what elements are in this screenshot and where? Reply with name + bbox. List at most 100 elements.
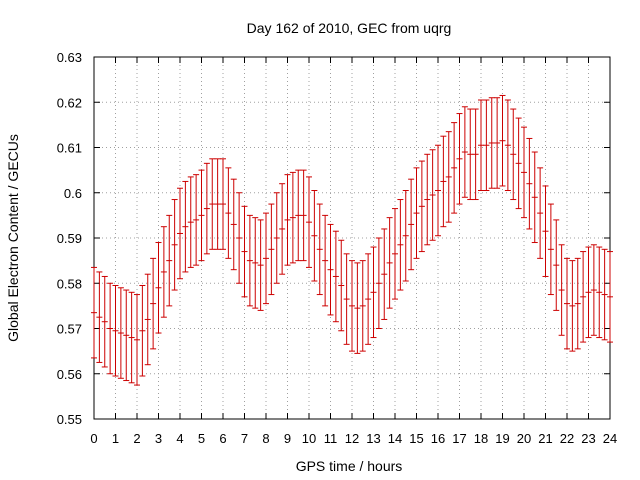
data-point — [96, 271, 103, 363]
data-point — [445, 131, 452, 223]
data-point — [553, 219, 560, 311]
y-tick-label: 0.56 — [57, 367, 82, 382]
data-point — [494, 97, 501, 189]
x-tick-label: 16 — [431, 431, 445, 446]
data-point — [397, 199, 404, 291]
x-tick-label: 11 — [324, 431, 338, 446]
x-tick-label: 0 — [90, 431, 97, 446]
y-tick-label: 0.63 — [57, 50, 82, 65]
data-point — [289, 171, 296, 264]
data-point — [542, 185, 549, 277]
y-tick-label: 0.58 — [57, 276, 82, 291]
data-point — [332, 230, 339, 323]
data-point — [451, 122, 458, 214]
data-point — [203, 162, 210, 255]
data-point — [558, 244, 565, 336]
data-point — [590, 244, 597, 336]
data-point — [230, 178, 237, 271]
data-point — [101, 275, 108, 368]
data-point — [483, 99, 490, 191]
data-point — [365, 253, 372, 345]
data-point — [273, 192, 280, 284]
data-point — [144, 273, 151, 366]
y-tick-label: 0.6 — [64, 186, 82, 201]
data-point — [311, 189, 318, 282]
data-point — [166, 214, 173, 307]
data-point — [531, 151, 538, 244]
data-point — [209, 158, 216, 250]
x-axis-label: GPS time / hours — [296, 458, 403, 474]
data-point — [177, 187, 183, 280]
x-tick-label: 12 — [345, 431, 359, 446]
data-point — [418, 160, 425, 253]
data-point — [220, 158, 226, 250]
data-point — [596, 246, 603, 339]
data-point — [257, 219, 264, 311]
data-point — [316, 203, 323, 296]
data-point — [112, 285, 119, 377]
x-tick-label: 20 — [517, 431, 531, 446]
y-tick-label: 0.57 — [57, 322, 82, 337]
data-point — [413, 167, 420, 259]
y-tick-label: 0.59 — [57, 231, 82, 246]
data-point — [160, 226, 167, 318]
data-point — [375, 237, 382, 329]
data-point — [472, 108, 479, 201]
data-point — [117, 287, 124, 379]
data-point — [327, 223, 334, 316]
data-point — [574, 257, 581, 350]
x-tick-labels: 0 1 2 3 4 5 6 7 8 9 10 11 12 13 14 15 16 17 18 19 20 21 22 23 24 — [90, 431, 617, 446]
x-tick-label: 21 — [538, 431, 552, 446]
x-tick-label: 19 — [495, 431, 509, 446]
y-tick-label: 0.55 — [57, 412, 82, 427]
data-point — [123, 289, 130, 382]
data-point — [424, 153, 431, 246]
data-point — [526, 137, 533, 230]
data-point — [284, 174, 291, 266]
y-tick-label: 0.62 — [57, 95, 82, 110]
y-tick-label: 0.61 — [57, 141, 82, 156]
data-point — [300, 169, 307, 262]
data-point — [467, 108, 474, 201]
y-tick-labels: 0.55 0.56 0.57 0.58 0.59 0.6 0.61 0.62 0.63 — [57, 50, 82, 427]
x-tick-label: 14 — [388, 431, 402, 446]
x-tick-label: 8 — [262, 431, 269, 446]
x-tick-label: 23 — [581, 431, 595, 446]
data-point — [580, 251, 587, 343]
x-tick-label: 2 — [133, 431, 140, 446]
data-point — [456, 113, 463, 205]
data-point — [515, 117, 522, 210]
x-tick-label: 1 — [112, 431, 119, 446]
data-point — [354, 262, 361, 354]
data-point — [569, 260, 576, 352]
data-point — [499, 94, 506, 187]
data-point — [193, 174, 200, 266]
data-point — [236, 192, 243, 284]
data-point — [564, 257, 570, 350]
data-point — [440, 135, 447, 228]
data-point — [198, 169, 205, 262]
data-point — [252, 217, 259, 309]
data-point — [461, 106, 468, 198]
x-tick-label: 10 — [302, 431, 316, 446]
data-point — [547, 203, 554, 296]
data-point — [91, 266, 97, 359]
data-point — [279, 183, 286, 275]
data-point — [349, 260, 355, 352]
data-series — [91, 94, 613, 386]
data-point — [370, 246, 377, 339]
x-tick-label: 22 — [560, 431, 574, 446]
data-point — [338, 239, 345, 332]
data-point — [134, 294, 140, 386]
x-tick-label: 6 — [219, 431, 226, 446]
x-tick-label: 4 — [176, 431, 183, 446]
y-axis-label: Global Electron Content / GECUs — [5, 134, 21, 342]
data-point — [359, 260, 366, 352]
data-point — [268, 203, 275, 296]
x-tick-label: 15 — [409, 431, 423, 446]
data-point — [139, 285, 146, 377]
data-point — [381, 228, 388, 320]
data-point — [155, 242, 162, 334]
data-point — [343, 253, 350, 345]
